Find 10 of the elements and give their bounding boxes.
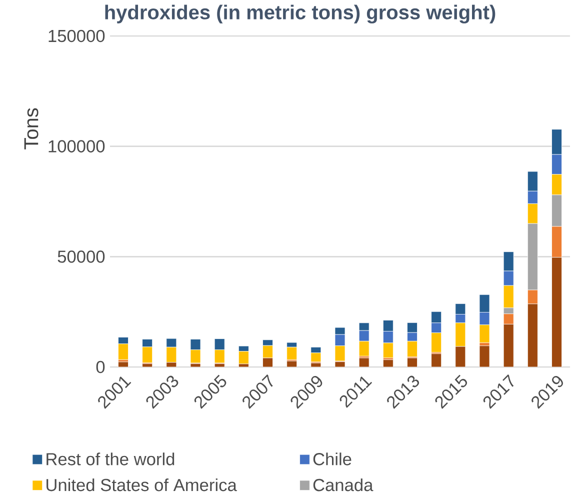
y-axis-title: Tons [24, 108, 38, 150]
y-tick-label: 0 [96, 360, 105, 374]
legend-label: Rest of the world [46, 452, 174, 466]
legend-label: Canada [313, 478, 374, 492]
legend-label: Chile [313, 452, 352, 466]
y-tick-label: 50000 [58, 250, 105, 263]
chart-title: hydroxides (in metric tons) gross weight) [105, 4, 496, 24]
y-tick-label: 150000 [48, 30, 105, 42]
y-tick-label: 100000 [48, 140, 105, 152]
legend-label: United States of America [46, 478, 237, 492]
